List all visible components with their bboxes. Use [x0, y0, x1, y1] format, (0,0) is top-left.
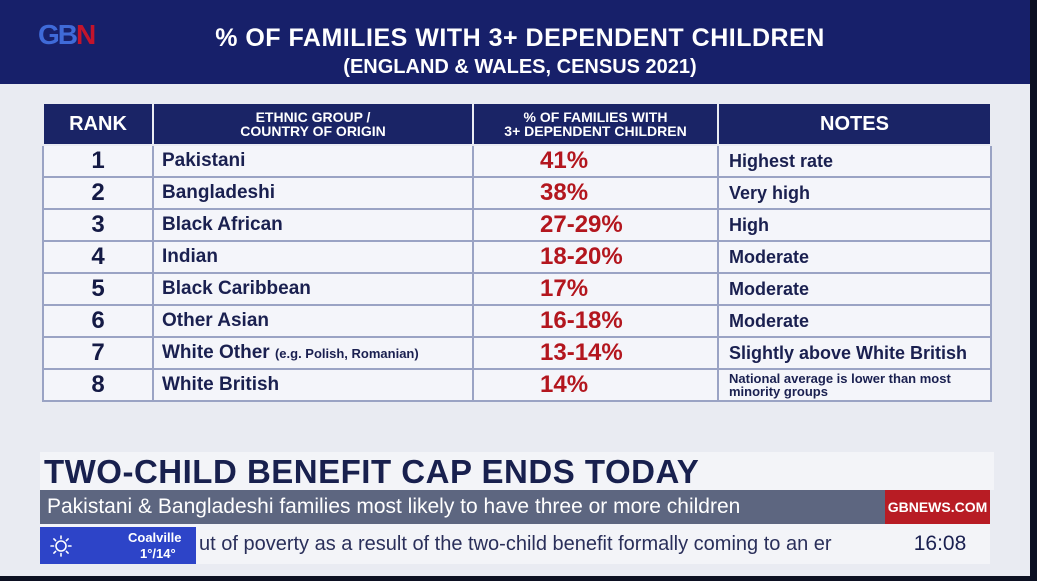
- weather-location: Coalville: [128, 530, 182, 545]
- rank-cell: 3: [42, 208, 154, 242]
- rank-cell: 5: [42, 272, 154, 306]
- ticker-bar: [40, 524, 990, 564]
- percent-cell: 41%: [472, 144, 719, 178]
- graphic-subtitle: (ENGLAND & WALES, CENSUS 2021): [343, 56, 697, 78]
- note-cell: Very high: [717, 176, 992, 210]
- header-ethnic-group-line2: COUNTRY OF ORIGIN: [240, 123, 386, 139]
- percent-cell: 14%: [472, 368, 719, 402]
- group-cell: White British: [152, 368, 474, 402]
- table-row: 3 Black African 27-29% High: [42, 208, 992, 242]
- clock: 16:08: [913, 532, 967, 555]
- header-notes: NOTES: [717, 102, 992, 146]
- group-name: White Other: [162, 342, 270, 363]
- brand-url-badge: GBNEWS.COM: [885, 490, 990, 524]
- table-row: 7 White Other (e.g. Polish, Romanian) 13…: [42, 336, 992, 370]
- sun-icon: [50, 535, 72, 557]
- table-row: 1 Pakistani 41% Highest rate: [42, 144, 992, 178]
- percent-cell: 27-29%: [472, 208, 719, 242]
- percent-cell: 13-14%: [472, 336, 719, 370]
- header-ethnic-group-line1: ETHNIC GROUP /: [255, 109, 371, 125]
- table-row: 5 Black Caribbean 17% Moderate: [42, 272, 992, 306]
- table-row: 6 Other Asian 16-18% Moderate: [42, 304, 992, 338]
- group-cell: Bangladeshi: [152, 176, 474, 210]
- rank-cell: 2: [42, 176, 154, 210]
- title-banner: GBN % OF FAMILIES WITH 3+ DEPENDENT CHIL…: [0, 0, 1030, 84]
- table-header-row: RANK ETHNIC GROUP / COUNTRY OF ORIGIN % …: [42, 102, 992, 146]
- note-cell: Moderate: [717, 240, 992, 274]
- group-example-note: (e.g. Polish, Romanian): [274, 346, 419, 361]
- headline-bar: TWO-CHILD BENEFIT CAP ENDS TODAY: [40, 452, 994, 490]
- table-row: 2 Bangladeshi 38% Very high: [42, 176, 992, 210]
- rank-cell: 7: [42, 336, 154, 370]
- percent-cell: 38%: [472, 176, 719, 210]
- group-cell: Pakistani: [152, 144, 474, 178]
- news-ticker: ut of poverty as a result of the two-chi…: [199, 533, 832, 555]
- rank-cell: 1: [42, 144, 154, 178]
- logo-n: N: [76, 19, 96, 50]
- header-percent-line2: 3+ DEPENDENT CHILDREN: [504, 123, 687, 139]
- rank-cell: 6: [42, 304, 154, 338]
- weather-widget: Coalville 1°/14°: [40, 527, 196, 564]
- rank-cell: 8: [42, 368, 154, 402]
- group-cell: White Other (e.g. Polish, Romanian): [152, 336, 474, 370]
- note-cell: Slightly above White British: [717, 336, 992, 370]
- note-cell: Moderate: [717, 272, 992, 306]
- table-row: 8 White British 14% National average is …: [42, 368, 992, 402]
- header-percent: % OF FAMILIES WITH 3+ DEPENDENT CHILDREN: [472, 102, 719, 146]
- note-cell: Moderate: [717, 304, 992, 338]
- gbn-logo: GBN: [38, 20, 118, 50]
- note-cell: National average is lower than most mino…: [717, 368, 992, 402]
- header-rank: RANK: [42, 102, 154, 146]
- note-cell: High: [717, 208, 992, 242]
- table-row: 4 Indian 18-20% Moderate: [42, 240, 992, 274]
- percent-cell: 18-20%: [472, 240, 719, 274]
- header-ethnic-group: ETHNIC GROUP / COUNTRY OF ORIGIN: [152, 102, 474, 146]
- logo-gb: GB: [38, 19, 78, 50]
- percent-cell: 17%: [472, 272, 719, 306]
- graphic-title: % OF FAMILIES WITH 3+ DEPENDENT CHILDREN: [215, 24, 825, 52]
- group-cell: Black African: [152, 208, 474, 242]
- percent-cell: 16-18%: [472, 304, 719, 338]
- group-cell: Black Caribbean: [152, 272, 474, 306]
- ranking-table: RANK ETHNIC GROUP / COUNTRY OF ORIGIN % …: [42, 102, 992, 402]
- group-cell: Other Asian: [152, 304, 474, 338]
- group-cell: Indian: [152, 240, 474, 274]
- note-cell: Highest rate: [717, 144, 992, 178]
- rank-cell: 4: [42, 240, 154, 274]
- strapline: Pakistani & Bangladeshi families most li…: [40, 490, 885, 524]
- weather-temperature: 1°/14°: [140, 546, 176, 561]
- header-percent-line1: % OF FAMILIES WITH: [523, 109, 668, 125]
